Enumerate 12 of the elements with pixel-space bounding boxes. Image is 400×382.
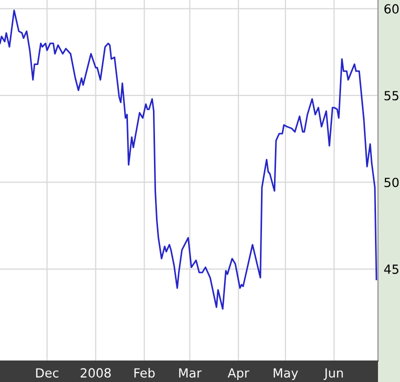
y-tick-label: 45 [384, 264, 398, 274]
x-tick-label: Feb [134, 368, 155, 378]
x-tick-label: May [274, 368, 298, 380]
x-tick-label: Dec [36, 368, 58, 378]
y-tick-label: 60 [384, 4, 399, 14]
x-tick-label: 2008 [80, 368, 111, 378]
x-tick-label: Apr [228, 368, 250, 380]
y-tick-label: 55 [384, 91, 398, 100]
x-tick-label: Mar [179, 368, 202, 378]
x-tick-label: Jun [324, 368, 343, 380]
y-tick-label: 50 [384, 178, 399, 188]
line-series [0, 10, 378, 310]
